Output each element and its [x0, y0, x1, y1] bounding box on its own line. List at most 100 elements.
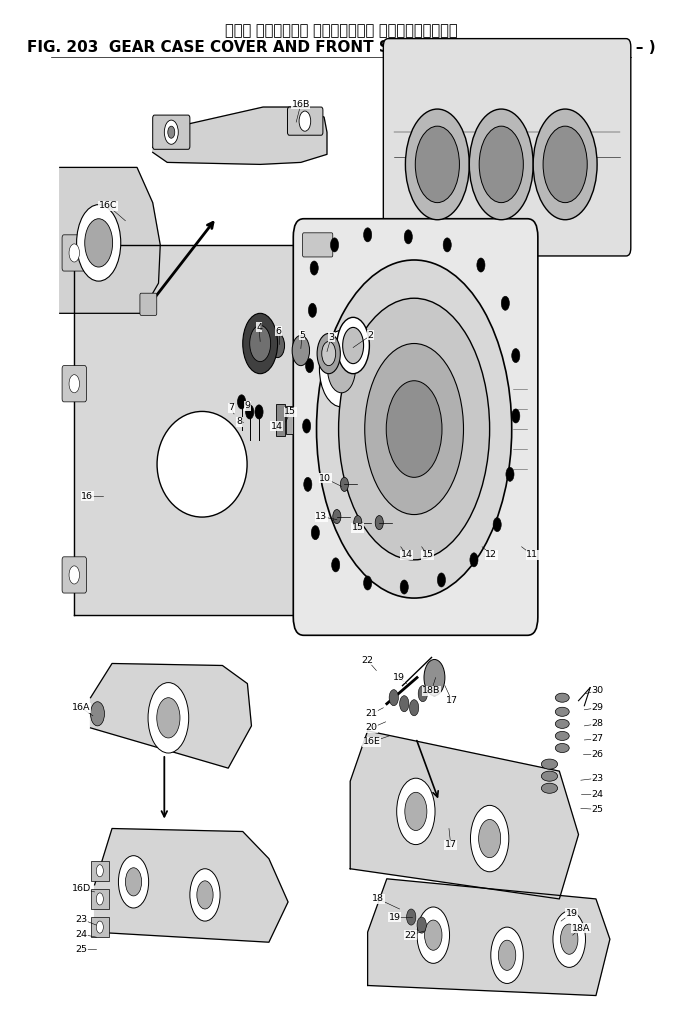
Circle shape — [561, 924, 578, 955]
Circle shape — [365, 343, 464, 515]
Circle shape — [375, 516, 383, 530]
Text: 11: 11 — [526, 550, 538, 559]
Text: 7: 7 — [228, 404, 234, 413]
Ellipse shape — [555, 693, 569, 702]
FancyBboxPatch shape — [153, 115, 190, 149]
Circle shape — [255, 405, 263, 419]
Text: 25: 25 — [591, 805, 603, 814]
Text: 27: 27 — [591, 735, 603, 744]
Text: 22: 22 — [404, 930, 416, 939]
Circle shape — [317, 333, 340, 373]
Polygon shape — [350, 731, 579, 899]
Text: 16E: 16E — [363, 738, 380, 747]
Circle shape — [165, 120, 178, 144]
Circle shape — [437, 573, 445, 587]
Text: 24: 24 — [75, 929, 87, 938]
Text: ギヤー ケースカバー およびフロント サポート　適用号機: ギヤー ケースカバー およびフロント サポート 適用号機 — [225, 23, 458, 38]
Circle shape — [333, 510, 341, 524]
Text: 13: 13 — [315, 513, 327, 521]
Circle shape — [305, 358, 313, 372]
Circle shape — [417, 917, 426, 933]
Text: 28: 28 — [591, 719, 603, 728]
Circle shape — [96, 893, 103, 905]
Circle shape — [553, 911, 585, 968]
Circle shape — [470, 553, 478, 567]
Text: 2: 2 — [367, 331, 374, 340]
Circle shape — [85, 219, 113, 267]
Text: 23: 23 — [75, 914, 87, 923]
Text: 17: 17 — [445, 840, 457, 850]
Circle shape — [424, 660, 445, 695]
Text: FIG. 203  GEAR CASE COVER AND FRONT SUPPORT (ENGINE NO. 23020 – ): FIG. 203 GEAR CASE COVER AND FRONT SUPPO… — [27, 39, 656, 54]
Text: 23: 23 — [591, 774, 603, 783]
Circle shape — [311, 526, 320, 540]
Circle shape — [363, 228, 372, 242]
Text: 24: 24 — [591, 790, 603, 799]
Polygon shape — [367, 879, 610, 996]
Bar — [285, 406, 293, 434]
Circle shape — [501, 297, 510, 311]
Circle shape — [479, 126, 523, 203]
Circle shape — [477, 258, 485, 272]
Text: 16B: 16B — [292, 100, 310, 109]
Text: 19: 19 — [389, 912, 401, 921]
Circle shape — [69, 566, 79, 584]
Circle shape — [400, 695, 409, 711]
FancyBboxPatch shape — [62, 235, 87, 271]
Circle shape — [310, 261, 318, 275]
Polygon shape — [153, 107, 327, 164]
Circle shape — [418, 686, 428, 701]
Circle shape — [417, 907, 449, 964]
Circle shape — [320, 330, 363, 407]
FancyBboxPatch shape — [303, 233, 333, 257]
Circle shape — [304, 477, 312, 491]
Polygon shape — [91, 664, 251, 768]
Circle shape — [190, 869, 220, 921]
Bar — [277, 404, 285, 436]
Circle shape — [410, 699, 419, 715]
Text: 18: 18 — [372, 894, 384, 903]
Circle shape — [69, 374, 79, 393]
Circle shape — [493, 518, 501, 532]
Circle shape — [332, 558, 339, 572]
Bar — [91, 861, 109, 881]
Circle shape — [397, 778, 435, 845]
Circle shape — [405, 792, 427, 830]
Text: 21: 21 — [365, 709, 378, 718]
Ellipse shape — [555, 732, 569, 741]
Text: 19: 19 — [393, 673, 404, 682]
Circle shape — [246, 405, 254, 419]
Text: 5: 5 — [299, 331, 305, 340]
Circle shape — [76, 205, 121, 282]
FancyBboxPatch shape — [62, 365, 87, 402]
Circle shape — [91, 701, 104, 725]
Circle shape — [491, 927, 523, 984]
Circle shape — [168, 126, 175, 138]
Text: 14: 14 — [400, 550, 413, 559]
Circle shape — [404, 230, 413, 244]
Circle shape — [406, 909, 416, 925]
FancyBboxPatch shape — [288, 107, 323, 135]
FancyBboxPatch shape — [62, 557, 87, 593]
Ellipse shape — [555, 744, 569, 753]
Text: 4: 4 — [256, 323, 262, 332]
Circle shape — [309, 304, 316, 318]
Text: 15: 15 — [352, 523, 364, 532]
Circle shape — [443, 238, 451, 252]
Circle shape — [96, 865, 103, 877]
Text: 15: 15 — [421, 550, 434, 559]
Text: 18B: 18B — [422, 686, 441, 695]
Circle shape — [415, 126, 460, 203]
Text: 15: 15 — [284, 408, 296, 417]
Circle shape — [406, 109, 469, 220]
Text: 9: 9 — [245, 402, 251, 411]
Circle shape — [340, 477, 348, 491]
Text: 22: 22 — [361, 656, 374, 665]
Circle shape — [331, 238, 339, 252]
Circle shape — [400, 580, 408, 594]
Circle shape — [533, 109, 597, 220]
Circle shape — [242, 314, 277, 373]
FancyBboxPatch shape — [293, 219, 538, 636]
Text: 18A: 18A — [572, 923, 590, 932]
Circle shape — [96, 921, 103, 933]
